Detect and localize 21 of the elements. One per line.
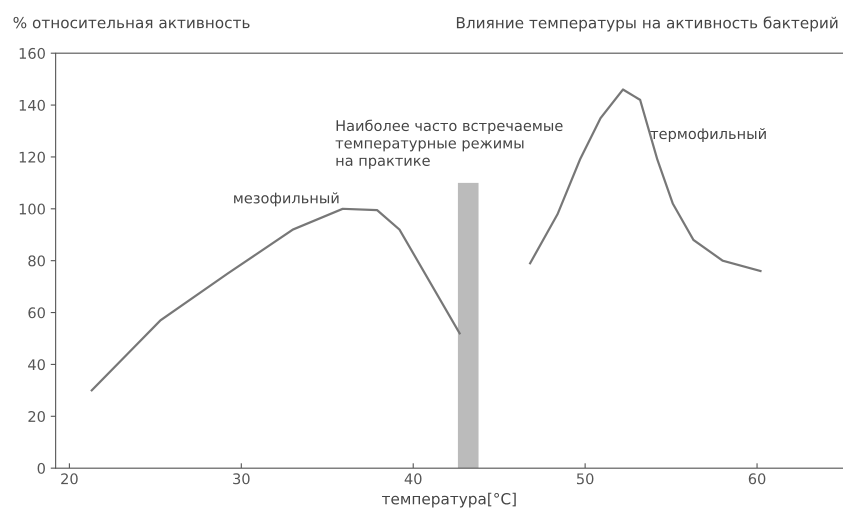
y-tick-label: 60 <box>28 307 45 318</box>
x-tick-label: 20 <box>61 473 78 484</box>
y-axis-title: % относительная активность <box>13 16 250 28</box>
x-tick-label: 30 <box>233 473 250 484</box>
x-axis-title: температура[°C] <box>382 492 516 508</box>
y-tick-label: 140 <box>20 100 45 111</box>
y-tick-label: 160 <box>20 48 45 59</box>
y-tick-label: 80 <box>28 255 45 266</box>
annotation: мезофильный <box>234 192 339 206</box>
x-tick-label: 60 <box>748 473 766 484</box>
y-tick-label: 120 <box>20 152 45 163</box>
x-tick-label: 50 <box>576 473 594 484</box>
y-tick-label: 20 <box>28 411 45 422</box>
line-series <box>90 208 461 392</box>
y-tick-label: 40 <box>28 359 45 370</box>
x-tick-label: 40 <box>404 473 422 484</box>
annotation: Наиболее часто встречаемые температурные режимы на практике <box>336 120 563 169</box>
y-tick-label: 0 <box>38 462 45 474</box>
annotation: термофильный <box>650 128 766 142</box>
chart-title: Влияние температуры на активность бактерий <box>456 16 838 32</box>
y-tick-label: 100 <box>20 204 45 215</box>
